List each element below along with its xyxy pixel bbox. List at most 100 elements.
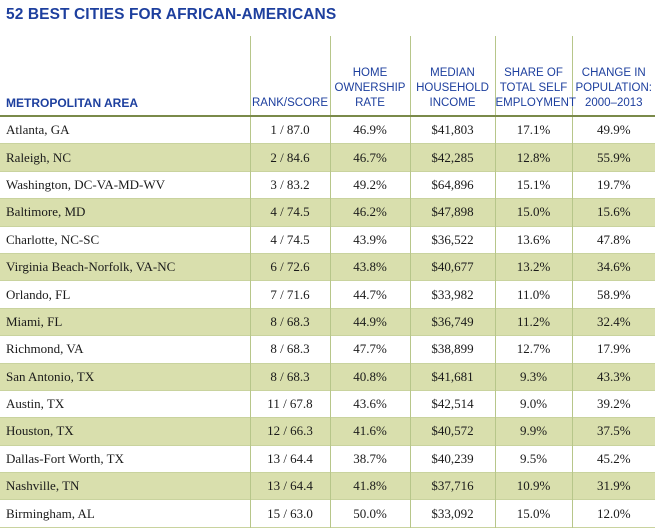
- cell-self-employment: 13.2%: [494, 253, 572, 281]
- table-row: Miami, FL 8 / 68.3 44.9% $36,749 11.2% 32.4%: [0, 308, 655, 336]
- cell-self-employment: 9.0%: [494, 390, 572, 418]
- cell-home-ownership: 40.8%: [329, 363, 410, 391]
- cell-home-ownership: 49.2%: [329, 171, 410, 199]
- cell-population-change: 31.9%: [571, 472, 655, 500]
- cell-population-change: 47.8%: [571, 226, 655, 254]
- cell-income: $40,572: [409, 417, 495, 446]
- cell-home-ownership: 43.9%: [329, 226, 410, 254]
- cell-rank: 8 / 68.3: [249, 335, 330, 364]
- cell-income: $41,803: [409, 116, 495, 144]
- table-row: Raleigh, NC 2 / 84.6 46.7% $42,285 12.8% 55.9…: [0, 143, 655, 172]
- table-row: Houston, TX 12 / 66.3 41.6% $40,572 9.9% 37.5…: [0, 417, 655, 446]
- cell-population-change: 49.9%: [571, 116, 655, 144]
- cell-metro: Washington, DC-VA-MD-WV: [6, 176, 166, 192]
- table-row: Austin, TX 11 / 67.8 43.6% $42,514 9.0% 39.2%: [0, 390, 655, 418]
- table-row: Birmingham, AL 15 / 63.0 50.0% $33,092 15.0%…: [0, 499, 655, 528]
- cell-rank: 8 / 68.3: [249, 363, 330, 391]
- table-row: Orlando, FL 7 / 71.6 44.7% $33,982 11.0% 58.9…: [0, 280, 655, 309]
- cell-self-employment: 9.9%: [494, 417, 572, 446]
- cell-population-change: 19.7%: [571, 171, 655, 199]
- cell-population-change: 17.9%: [571, 335, 655, 364]
- column-header-rank-score: RANK/SCORE: [249, 36, 330, 117]
- cell-home-ownership: 46.9%: [329, 116, 410, 144]
- column-header-population-change: CHANGE IN POPULATION: 2000–2013: [571, 36, 655, 117]
- cell-metro: Richmond, VA: [6, 341, 84, 357]
- cell-population-change: 12.0%: [571, 499, 655, 528]
- table-row: Dallas-Fort Worth, TX 13 / 64.4 38.7% $40,2…: [0, 445, 655, 473]
- cell-population-change: 39.2%: [571, 390, 655, 418]
- cell-population-change: 58.9%: [571, 280, 655, 309]
- cell-home-ownership: 43.6%: [329, 390, 410, 418]
- table-row: Atlanta, GA 1 / 87.0 46.9% $41,803 17.1% 49.9…: [0, 116, 655, 144]
- cell-self-employment: 9.3%: [494, 363, 572, 391]
- cell-rank: 8 / 68.3: [249, 308, 330, 336]
- cell-income: $36,522: [409, 226, 495, 254]
- cell-self-employment: 13.6%: [494, 226, 572, 254]
- cell-self-employment: 15.0%: [494, 198, 572, 227]
- cell-population-change: 43.3%: [571, 363, 655, 391]
- cell-income: $42,514: [409, 390, 495, 418]
- cell-self-employment: 11.0%: [494, 280, 572, 309]
- cell-home-ownership: 50.0%: [329, 499, 410, 528]
- cell-income: $33,092: [409, 499, 495, 528]
- cell-home-ownership: 41.8%: [329, 472, 410, 500]
- table-row: Baltimore, MD 4 / 74.5 46.2% $47,898 15.0% 15…: [0, 198, 655, 227]
- cell-rank: 6 / 72.6: [249, 253, 330, 281]
- cell-metro: Houston, TX: [0, 417, 250, 446]
- cell-metro: Raleigh, NC: [0, 143, 250, 172]
- table-row: Nashville, TN 13 / 64.4 41.8% $37,716 10.9% 3…: [0, 472, 655, 500]
- table-row: Washington, DC-VA-MD-WV 3 / 83.2 49.2% $64,…: [0, 171, 655, 199]
- column-header-metropolitan-area: METROPOLITAN AREA: [0, 36, 250, 117]
- cell-rank: 7 / 71.6: [249, 280, 330, 309]
- cell-population-change: 32.4%: [571, 308, 655, 336]
- table-row: Richmond, VA 8 / 68.3 47.7% $38,899 12.7% 17.…: [0, 335, 655, 364]
- cell-rank: 4 / 74.5: [249, 226, 330, 254]
- cell-home-ownership: 44.7%: [329, 280, 410, 309]
- cell-metro: Atlanta, GA: [6, 122, 70, 138]
- cell-metro: Dallas-Fort Worth, TX: [6, 450, 124, 466]
- cell-rank: 12 / 66.3: [249, 417, 330, 446]
- table-row: San Antonio, TX 8 / 68.3 40.8% $41,681 9.3% 4…: [0, 363, 655, 391]
- cell-rank: 3 / 83.2: [249, 171, 330, 199]
- header-row: METROPOLITAN AREA RANK/SCORE HOME OWNERS…: [0, 36, 655, 117]
- cell-home-ownership: 47.7%: [329, 335, 410, 364]
- cell-population-change: 15.6%: [571, 198, 655, 227]
- column-header-median-income: MEDIAN HOUSEHOLD INCOME: [409, 36, 495, 117]
- cell-income: $38,899: [409, 335, 495, 364]
- column-header-home-ownership: HOME OWNERSHIP RATE: [329, 36, 410, 117]
- cell-rank: 4 / 74.5: [249, 198, 330, 227]
- cell-population-change: 45.2%: [571, 445, 655, 473]
- cell-income: $42,285: [409, 143, 495, 172]
- cell-self-employment: 12.7%: [494, 335, 572, 364]
- cell-metro: Baltimore, MD: [0, 198, 250, 227]
- cell-self-employment: 17.1%: [494, 116, 572, 144]
- cell-income: $47,898: [409, 198, 495, 227]
- cell-metro: Charlotte, NC-SC: [6, 231, 100, 247]
- cell-rank: 15 / 63.0: [249, 499, 330, 528]
- cell-home-ownership: 46.2%: [329, 198, 410, 227]
- cell-home-ownership: 38.7%: [329, 445, 410, 473]
- cell-income: $41,681: [409, 363, 495, 391]
- cell-income: $64,896: [409, 171, 495, 199]
- cell-metro: Miami, FL: [0, 308, 250, 336]
- table-row: Charlotte, NC-SC 4 / 74.5 43.9% $36,522 13.6…: [0, 226, 655, 254]
- cell-home-ownership: 43.8%: [329, 253, 410, 281]
- column-header-self-employment: SHARE OF TOTAL SELF EMPLOYMENT: [494, 36, 576, 117]
- cell-metro: Orlando, FL: [6, 286, 71, 302]
- cell-metro: Virginia Beach-Norfolk, VA-NC: [0, 253, 250, 281]
- cell-home-ownership: 46.7%: [329, 143, 410, 172]
- cell-population-change: 37.5%: [571, 417, 655, 446]
- cell-self-employment: 10.9%: [494, 472, 572, 500]
- cell-rank: 13 / 64.4: [249, 445, 330, 473]
- cell-self-employment: 15.0%: [494, 499, 572, 528]
- cell-metro: Austin, TX: [6, 396, 65, 412]
- cell-rank: 2 / 84.6: [249, 143, 330, 172]
- cell-income: $37,716: [409, 472, 495, 500]
- cell-self-employment: 9.5%: [494, 445, 572, 473]
- cell-income: $40,239: [409, 445, 495, 473]
- table-body: Atlanta, GA 1 / 87.0 46.9% $41,803 17.1% 49.9…: [0, 116, 655, 528]
- cell-metro: Birmingham, AL: [6, 505, 95, 521]
- cell-income: $36,749: [409, 308, 495, 336]
- cell-rank: 11 / 67.8: [249, 390, 330, 418]
- table-row: Virginia Beach-Norfolk, VA-NC 6 / 72.6 43.…: [0, 253, 655, 281]
